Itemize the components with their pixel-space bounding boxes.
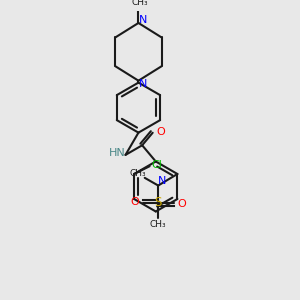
Text: N: N (158, 176, 166, 186)
Text: O: O (177, 199, 186, 209)
Text: O: O (131, 197, 140, 207)
Text: CH₃: CH₃ (131, 0, 148, 7)
Text: CH₃: CH₃ (150, 220, 166, 230)
Text: O: O (156, 127, 165, 137)
Text: HN: HN (109, 148, 125, 158)
Text: N: N (139, 79, 148, 88)
Text: N: N (139, 15, 148, 25)
Text: S: S (154, 196, 162, 209)
Text: Cl: Cl (152, 160, 163, 170)
Text: CH₃: CH₃ (130, 169, 146, 178)
